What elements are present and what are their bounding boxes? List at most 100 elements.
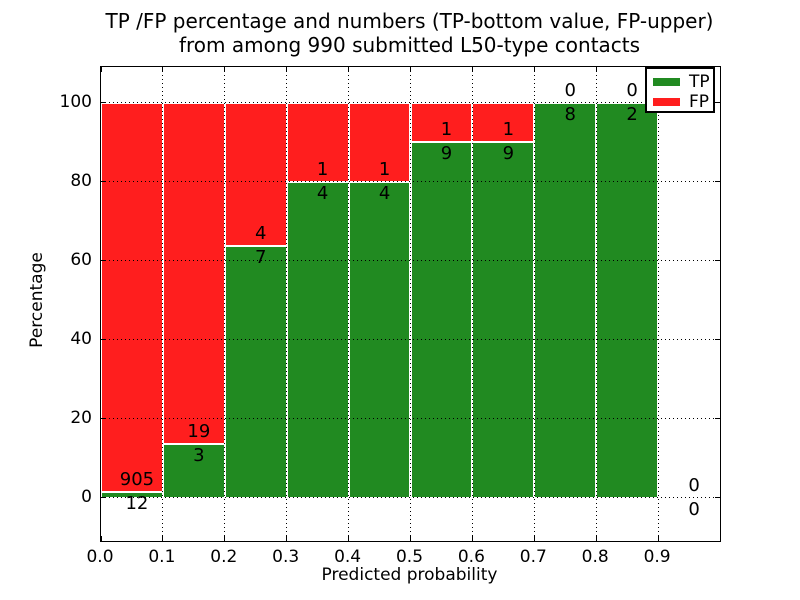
tp-bar	[224, 246, 287, 498]
gridline-vertical	[224, 67, 226, 541]
tp-count-label: 2	[626, 103, 638, 125]
y-tick-label: 60	[70, 249, 92, 270]
x-tick-label: 0.4	[334, 547, 362, 567]
x-tick-label: 0.8	[581, 547, 609, 567]
x-axis-tick	[533, 536, 535, 541]
x-axis-tick-top	[595, 67, 597, 72]
y-axis-tick-right	[715, 339, 720, 341]
fp-swatch-icon	[653, 98, 680, 106]
x-axis-tick	[595, 536, 597, 541]
gridline-vertical	[657, 67, 659, 541]
x-axis-tick	[162, 536, 164, 541]
gridline-vertical	[286, 67, 288, 541]
fp-bar	[286, 102, 349, 182]
x-axis-tick	[410, 536, 411, 541]
tp-bar	[472, 142, 535, 498]
x-axis-tick-top	[286, 67, 288, 72]
tp-count-label: 12	[125, 493, 149, 515]
gridline-vertical	[162, 67, 164, 541]
x-axis-tick-top	[100, 67, 102, 72]
fp-count-label: 4	[255, 223, 267, 245]
x-tick-label: 0.9	[643, 547, 671, 567]
tp-count-label: 4	[378, 182, 391, 204]
x-tick-label: 0.7	[519, 547, 547, 567]
x-axis-tick-top	[162, 67, 164, 72]
x-tick-label: 0.5	[395, 547, 424, 567]
fp-count-label: 1	[440, 119, 453, 141]
tp-count-label: 0	[688, 498, 700, 520]
y-axis-tick	[101, 497, 106, 499]
x-axis-tick-top	[224, 67, 226, 72]
x-tick-label: 0.3	[272, 547, 300, 567]
y-axis-tick	[101, 181, 106, 183]
x-tick-label: 0.1	[148, 547, 176, 567]
tp-count-label: 3	[193, 444, 205, 466]
y-axis-tick	[101, 339, 106, 341]
y-tick-label: 20	[70, 407, 92, 428]
y-axis-tick-right	[715, 418, 720, 420]
y-axis-tick	[101, 418, 106, 420]
gridline-horizontal	[101, 102, 720, 104]
x-axis-tick-top	[410, 67, 411, 72]
tp-bar	[596, 102, 659, 498]
legend-label-fp: FP	[689, 92, 710, 112]
fp-bar	[162, 102, 225, 444]
fp-count-label: 1	[378, 158, 391, 180]
x-axis-tick	[100, 536, 102, 541]
chart-title: TP /FP percentage and numbers (TP-bottom…	[100, 9, 719, 57]
gridline-horizontal	[101, 260, 720, 262]
gridline-horizontal	[101, 418, 720, 420]
gridline-vertical	[595, 67, 597, 541]
x-axis-tick-top	[533, 67, 535, 72]
chart-title-line2: from among 990 submitted L50-type contac…	[178, 33, 641, 57]
gridline-vertical	[471, 67, 473, 541]
gridline-horizontal	[101, 339, 720, 341]
x-tick-label: 0.0	[86, 547, 114, 567]
x-axis-tick	[657, 536, 659, 541]
y-axis-label: Percentage	[27, 252, 47, 348]
tp-count-label: 9	[502, 143, 515, 165]
y-axis-tick-right	[715, 102, 720, 104]
legend-label-tp: TP	[689, 72, 710, 92]
chart-title-line1: TP /FP percentage and numbers (TP-bottom…	[105, 9, 714, 33]
fp-bar	[101, 102, 163, 493]
tp-bar	[534, 102, 597, 498]
fp-count-label: 1	[502, 119, 515, 141]
gridline-vertical	[533, 67, 535, 541]
x-axis-tick	[224, 536, 226, 541]
fp-bar	[348, 102, 411, 182]
y-axis-tick-right	[715, 497, 720, 499]
gridline-horizontal	[101, 181, 720, 183]
x-axis-tick-top	[471, 67, 473, 72]
gridline-vertical	[410, 67, 411, 541]
gridline-horizontal	[101, 497, 720, 499]
y-axis-tick-right	[715, 260, 720, 262]
tp-bar	[410, 142, 473, 498]
gridline-vertical	[348, 67, 350, 541]
x-tick-label: 0.2	[210, 547, 238, 567]
y-tick-label: 40	[70, 328, 92, 349]
y-axis-tick	[101, 102, 106, 104]
fp-count-label: 19	[187, 420, 211, 442]
legend-row-fp: FP	[653, 92, 713, 112]
tp-swatch-icon	[653, 78, 680, 86]
y-axis-tick-right	[715, 181, 720, 183]
tp-count-label: 7	[255, 247, 267, 269]
fp-bar	[410, 102, 473, 143]
x-axis-label: Predicted probability	[321, 565, 498, 585]
tp-count-label: 8	[564, 103, 576, 125]
x-axis-tick	[348, 536, 350, 541]
fp-count-label: 905	[119, 469, 155, 491]
tp-count-label: 9	[440, 143, 453, 165]
tp-bar	[162, 443, 225, 498]
legend-row-tp: TP	[653, 72, 713, 92]
fp-count-label: 1	[316, 158, 329, 180]
x-axis-tick	[286, 536, 288, 541]
y-tick-label: 0	[81, 486, 92, 507]
y-axis-tick	[101, 260, 106, 262]
x-axis-tick-top	[348, 67, 350, 72]
tp-count-label: 4	[316, 182, 329, 204]
plot-area: 905 12 19 3 4 7 1 4 1 4 1 9 1 9 0 8 0 2 0 0	[100, 66, 721, 542]
fp-count-label: 0	[626, 79, 638, 101]
